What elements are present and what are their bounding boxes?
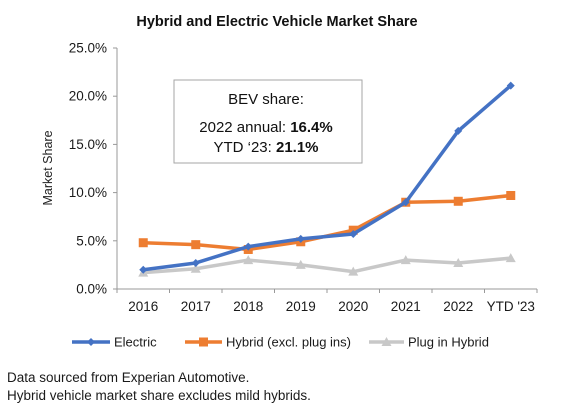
annotation-heading: BEV share: (228, 91, 304, 108)
annotation-line-2022-label: 2022 annual: (199, 119, 290, 136)
data-point-hybrid-excl-plug-ins (453, 196, 463, 206)
annotation-box: BEV share: 2022 annual: 16.4% YTD ‘23: 2… (173, 79, 363, 164)
x-tick-label: 2022 (443, 299, 473, 314)
annotation-frame (173, 79, 363, 164)
x-tick-labels: 2016 2017 2018 2019 2020 2021 2022 YTD '23 (116, 289, 538, 314)
data-point-electric (139, 265, 148, 274)
x-tick-label: 2019 (286, 299, 316, 314)
x-tick-label: 2017 (181, 299, 211, 314)
annotation-line-2022-value: 16.4% (290, 119, 333, 136)
data-point-hybrid-excl-plug-ins (138, 238, 148, 248)
x-tick-label: 2021 (391, 299, 421, 314)
y-tick-label: 5.0% (76, 233, 107, 248)
line-chart: Hybrid and Electric Vehicle Market Share… (41, 14, 538, 350)
legend-item: Hybrid (excl. plug ins) (185, 335, 351, 350)
x-tick-label: 2016 (128, 299, 158, 314)
series-electric (139, 81, 515, 274)
x-tick-label: 2018 (233, 299, 263, 314)
legend-marker (87, 338, 95, 346)
series-hybrid-excl-plug-ins (138, 190, 516, 254)
data-point-electric (296, 234, 305, 243)
data-point-electric (506, 81, 515, 90)
data-point-electric (191, 258, 200, 267)
chart-title: Hybrid and Electric Vehicle Market Share (136, 14, 417, 30)
legend-label: Electric (114, 335, 157, 350)
data-point-hybrid-excl-plug-ins (506, 190, 516, 200)
x-tick-label: YTD '23 (487, 299, 535, 314)
data-point-electric (349, 230, 358, 239)
data-point-electric (401, 198, 410, 207)
legend-label: Hybrid (excl. plug ins) (226, 335, 351, 350)
series-layer (138, 81, 516, 277)
data-point-plug-in-hybrid (348, 266, 359, 276)
x-tick-label: 2020 (338, 299, 368, 314)
series-line-electric (143, 84, 512, 272)
footnote-hybrid-note: Hybrid vehicle market share excludes mil… (7, 388, 311, 403)
y-tick-labels: 0.0% 5.0% 10.0% 15.0% 20.0% 25.0% (69, 41, 117, 297)
y-tick-label: 25.0% (69, 41, 107, 56)
y-tick-label: 20.0% (69, 89, 107, 104)
data-point-electric (454, 126, 463, 135)
legend-label: Plug in Hybrid (408, 335, 489, 350)
legend-item: Electric (72, 335, 157, 350)
legend-marker (381, 337, 392, 346)
annotation-line-ytd-label: YTD ‘23: (213, 139, 276, 156)
annotation-line-ytd: YTD ‘23: 21.1% (213, 139, 318, 156)
annotation-line-2022: 2022 annual: 16.4% (199, 119, 332, 136)
data-point-plug-in-hybrid (400, 255, 411, 265)
data-point-plug-in-hybrid (453, 257, 464, 267)
footnote-source: Data sourced from Experian Automotive. (7, 370, 250, 385)
series-line-plug-in-hybrid (143, 256, 511, 275)
y-tick-label: 10.0% (69, 185, 107, 200)
data-point-plug-in-hybrid (243, 255, 254, 265)
legend: Electric Hybrid (excl. plug ins) Plug in H… (72, 335, 489, 350)
legend-marker (199, 337, 208, 347)
data-point-hybrid-excl-plug-ins (191, 240, 201, 250)
data-point-plug-in-hybrid (295, 259, 306, 269)
data-point-electric (244, 242, 253, 251)
annotation-line-ytd-value: 21.1% (276, 139, 319, 156)
y-axis-label: Market Share (41, 130, 55, 205)
y-tick-label: 15.0% (69, 137, 107, 152)
data-point-plug-in-hybrid (190, 263, 201, 273)
y-tick-label: 0.0% (76, 282, 107, 297)
data-point-plug-in-hybrid (505, 253, 516, 263)
legend-item: Plug in Hybrid (369, 335, 489, 350)
